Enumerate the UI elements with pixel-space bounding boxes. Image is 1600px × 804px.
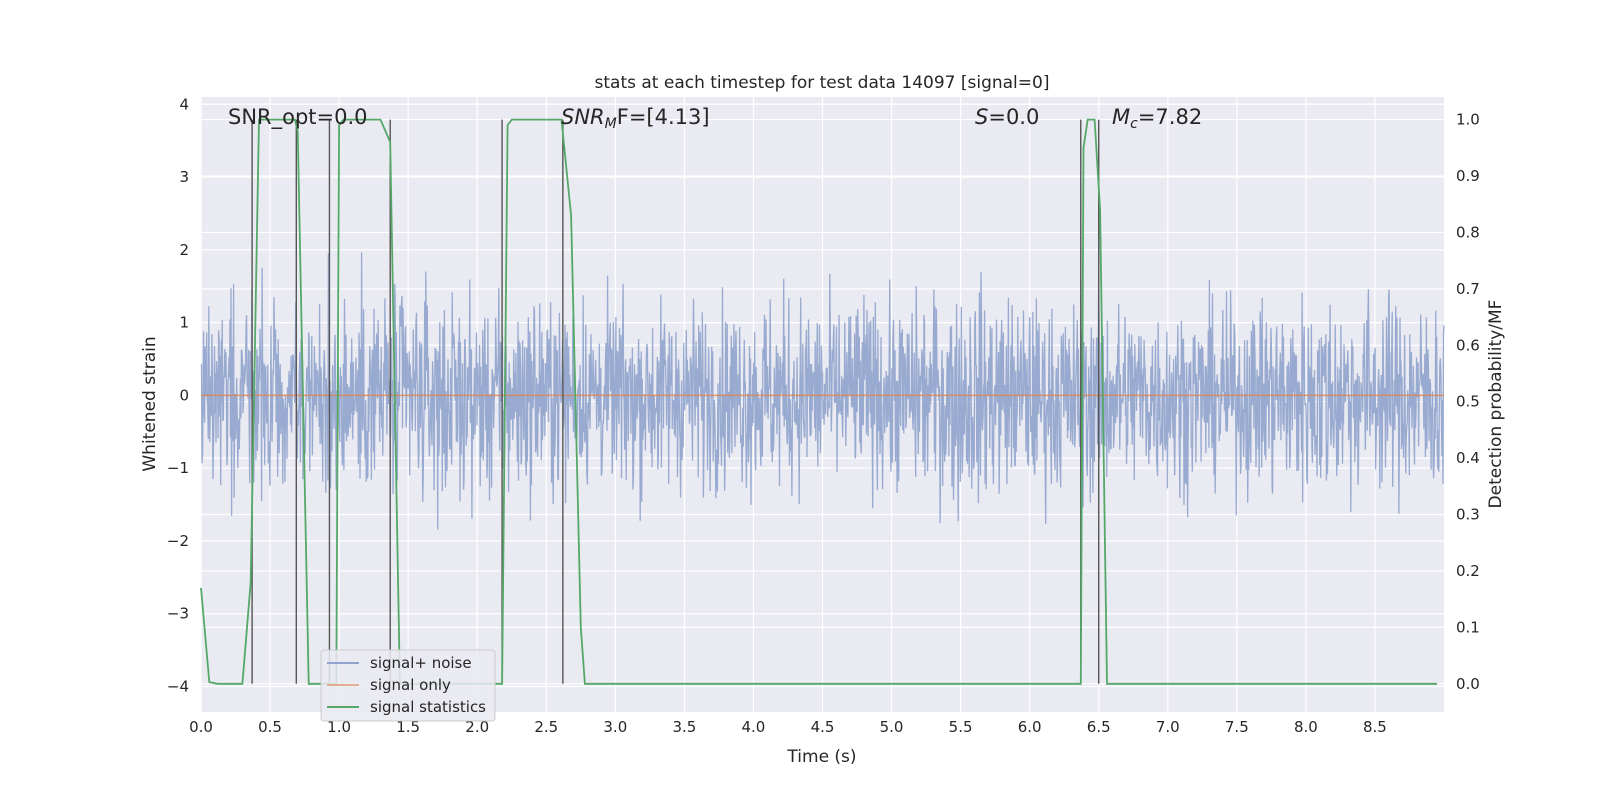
x-tick-label: 2.5 xyxy=(534,718,558,736)
snr-mf-value: F=[4.13] xyxy=(617,105,710,129)
chart-title: stats at each timestep for test data 140… xyxy=(595,73,1050,93)
y-right-axis-title: Detection probability/MF xyxy=(1486,300,1506,509)
x-tick-label: 4.0 xyxy=(742,718,766,736)
x-tick-label: 4.5 xyxy=(811,718,835,736)
x-tick-label: 6.0 xyxy=(1018,718,1042,736)
x-tick-labels: 0.0 0.5 1.0 1.5 2.0 2.5 3.0 3.5 4.0 4.5 5.0 5.5 6.0 6… xyxy=(189,718,1387,736)
mc-value: =7.82 xyxy=(1138,105,1202,129)
legend: signal+ noise signal only signal statist… xyxy=(320,649,496,722)
x-tick-label: 1.5 xyxy=(396,718,420,736)
x-tick-label: 3.0 xyxy=(603,718,627,736)
y-right-tick-label: 0.0 xyxy=(1456,675,1480,693)
s-symbol: S xyxy=(975,105,988,129)
y-right-tick-label: 0.3 xyxy=(1456,506,1480,524)
noise-trace xyxy=(200,252,1445,530)
x-tick-label: 7.5 xyxy=(1225,718,1249,736)
y-left-tick-label: 1 xyxy=(179,314,189,332)
y-left-tick-label: −3 xyxy=(167,605,189,623)
x-tick-label: 2.0 xyxy=(465,718,489,736)
y-left-tick-label: 0 xyxy=(179,386,189,404)
x-tick-label: 8.5 xyxy=(1363,718,1387,736)
y-left-tick-label: 2 xyxy=(179,241,189,259)
y-left-tick-label: −4 xyxy=(167,678,189,696)
x-tick-label: 0.0 xyxy=(189,718,213,736)
x-tick-label: 1.0 xyxy=(327,718,351,736)
y-right-tick-label: 0.2 xyxy=(1456,562,1480,580)
y-right-tick-label: 0.8 xyxy=(1456,223,1480,241)
x-tick-label: 3.5 xyxy=(672,718,696,736)
legend-label-statistics: signal statistics xyxy=(370,698,486,716)
s-value: =0.0 xyxy=(988,105,1039,129)
y-left-tick-label: −1 xyxy=(167,459,189,477)
s-label: S=0.0 xyxy=(975,105,1039,129)
y-left-tick-label: 3 xyxy=(179,168,189,186)
y-left-tick-labels: 4 3 2 1 0 −1 −2 −3 −4 xyxy=(167,95,189,695)
x-tick-label: 5.0 xyxy=(880,718,904,736)
y-right-tick-label: 0.5 xyxy=(1456,393,1480,411)
legend-label-signal-only: signal only xyxy=(370,676,451,694)
snr-mf-symbol: SNR xyxy=(561,105,605,129)
y-right-tick-label: 0.4 xyxy=(1456,449,1480,467)
x-tick-label: 5.5 xyxy=(949,718,973,736)
snr-opt-label: SNR_opt=0.0 xyxy=(228,105,368,130)
y-left-tick-label: −2 xyxy=(167,532,189,550)
legend-label-noise: signal+ noise xyxy=(370,654,472,672)
y-right-tick-label: 0.7 xyxy=(1456,280,1480,298)
signal-noise-series xyxy=(200,252,1445,530)
x-tick-label: 8.0 xyxy=(1294,718,1318,736)
y-right-tick-label: 0.9 xyxy=(1456,167,1480,185)
mc-subscript: c xyxy=(1130,116,1138,132)
x-axis-title: Time (s) xyxy=(786,747,856,767)
vertical-markers xyxy=(251,119,1100,684)
y-right-tick-label: 1.0 xyxy=(1456,111,1480,129)
snr-mf-subscript: M xyxy=(605,116,617,132)
snr-mf-label: SNRMF=[4.13] xyxy=(561,105,710,132)
legend-box xyxy=(320,649,496,722)
x-tick-label: 6.5 xyxy=(1087,718,1111,736)
y-left-tick-label: 4 xyxy=(179,95,189,113)
mc-label: Mc=7.82 xyxy=(1112,105,1202,132)
y-right-tick-label: 0.1 xyxy=(1456,618,1480,636)
x-tick-label: 7.0 xyxy=(1156,718,1180,736)
y-right-tick-labels: 1.0 0.9 0.8 0.7 0.6 0.5 0.4 0.3 0.2 0.1 0.0 xyxy=(1456,111,1480,693)
x-tick-label: 0.5 xyxy=(258,718,282,736)
y-left-axis-title: Whitened strain xyxy=(140,336,160,471)
mc-symbol: M xyxy=(1112,105,1130,129)
y-right-tick-label: 0.6 xyxy=(1456,336,1480,354)
